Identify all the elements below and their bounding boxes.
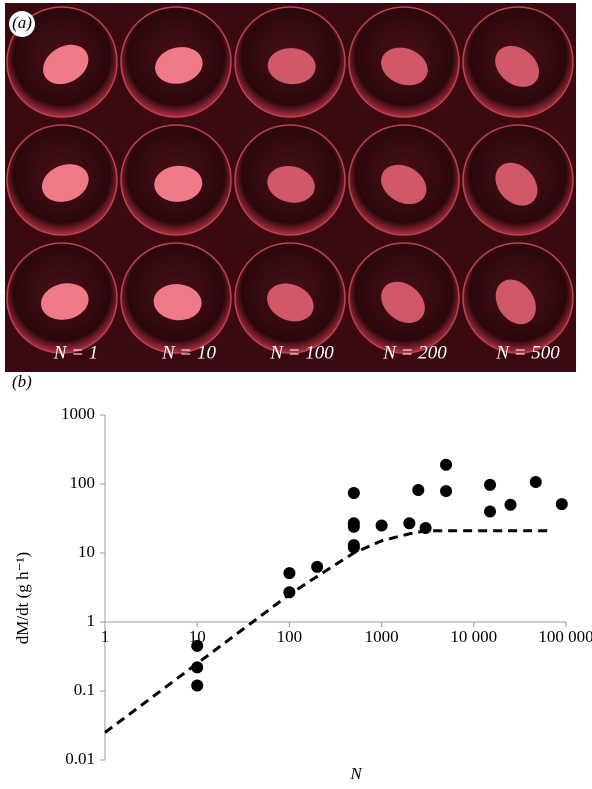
sample	[495, 279, 536, 325]
y-tick-label: 1000	[61, 404, 95, 423]
sample	[43, 44, 89, 85]
sample	[495, 162, 538, 206]
data-point	[347, 520, 360, 533]
data-point	[191, 639, 204, 652]
data-point	[484, 505, 497, 518]
sample	[267, 283, 314, 322]
x-tick-label: 100 000	[538, 627, 592, 646]
x-tick-label: 1	[101, 627, 110, 646]
photo-caption: N = 1	[53, 342, 99, 363]
data-point	[504, 498, 517, 511]
data-point	[283, 567, 296, 580]
photo-caption: N = 200	[382, 342, 447, 363]
photo-caption: N = 100	[269, 342, 334, 363]
sample	[267, 165, 315, 203]
sample	[155, 47, 203, 84]
y-axis-label: dM/dt (g h⁻¹)	[13, 552, 32, 644]
x-axis-label: N	[349, 764, 363, 783]
x-tick-label: 10	[189, 627, 206, 646]
data-point	[347, 487, 360, 500]
y-tick-label: 0.01	[65, 749, 95, 768]
data-point	[347, 541, 360, 554]
y-tick-label: 0.1	[74, 680, 95, 699]
y-tick-label: 10	[78, 542, 95, 561]
photo-caption: N = 500	[495, 342, 560, 363]
panel-label: (a)	[12, 13, 32, 32]
photo-caption: N = 10	[161, 342, 216, 363]
data-point	[419, 522, 432, 535]
fit-line	[104, 529, 552, 734]
data-point	[555, 498, 568, 511]
x-tick-label: 10 000	[450, 627, 497, 646]
data-point	[403, 517, 416, 530]
x-tick-label: 1000	[365, 627, 399, 646]
data-point	[440, 458, 453, 471]
data-point	[191, 661, 204, 674]
sample	[153, 284, 202, 321]
sample	[154, 165, 203, 202]
y-tick-label: 100	[70, 473, 96, 492]
data-point	[440, 485, 453, 498]
data-point	[412, 483, 425, 496]
sample	[41, 164, 89, 202]
sample	[381, 164, 427, 205]
sample	[41, 283, 89, 320]
data-point	[529, 475, 542, 488]
data-point	[484, 478, 497, 491]
sample	[381, 281, 425, 323]
x-tick-label: 100	[277, 627, 303, 646]
data-point	[283, 586, 296, 599]
photo: (a) N = 1 N = 10 N = 100 N = 200 N = 500	[5, 3, 576, 372]
sample	[495, 45, 540, 87]
data-point	[375, 519, 388, 532]
sample	[267, 48, 316, 85]
data-point	[311, 560, 324, 573]
panel-label-circle	[9, 11, 35, 37]
y-tick-label: 1	[87, 611, 96, 630]
panel-label: (b)	[12, 372, 32, 391]
data-point	[191, 679, 204, 692]
sample	[381, 47, 428, 86]
